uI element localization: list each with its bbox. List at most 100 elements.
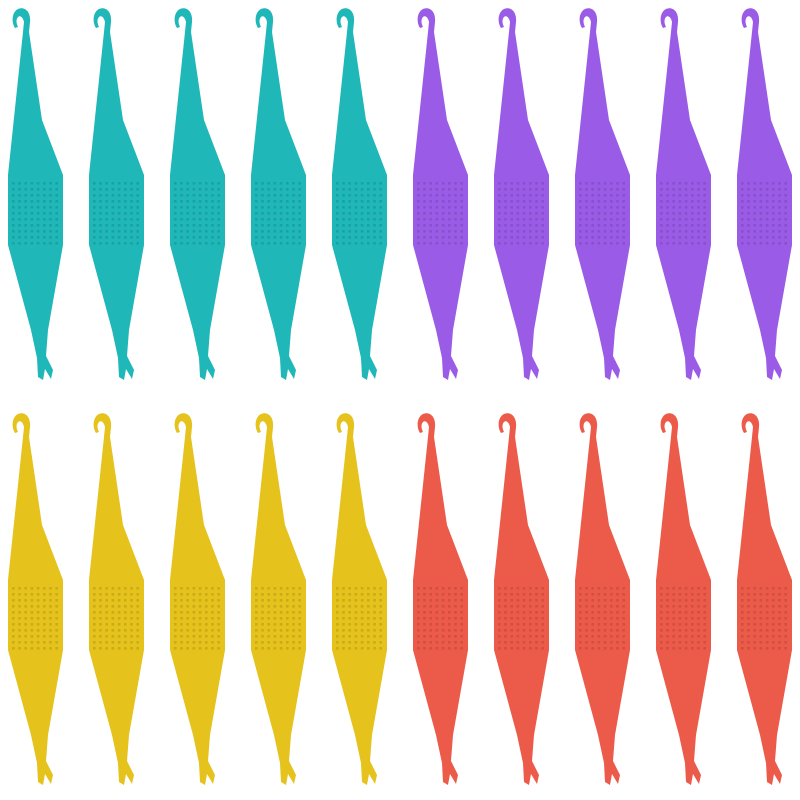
grip-dot [336, 218, 339, 221]
grip-dot [772, 224, 775, 227]
grip-dot [535, 611, 538, 614]
grip-dot [24, 605, 27, 608]
grip-dot [435, 641, 439, 644]
grip-dot [198, 623, 202, 626]
grip-dot [105, 635, 108, 638]
grip-dot [124, 623, 127, 626]
grip-dot [117, 194, 121, 197]
grip-dot [672, 611, 675, 614]
grip-dot [454, 242, 457, 245]
grip-dot [622, 218, 625, 221]
grip-dot [273, 236, 277, 239]
grip-dot [697, 605, 700, 608]
grip-dot [36, 212, 40, 215]
grip-dot [579, 587, 582, 590]
grip-dot [703, 587, 706, 590]
tool-body [8, 413, 63, 785]
grip-dot [510, 212, 513, 215]
grip-dot [93, 212, 96, 215]
grip-dot [579, 617, 582, 620]
grip-dot [180, 611, 183, 614]
grip-dot [684, 236, 688, 239]
grip-dot [423, 647, 426, 650]
grip-dot [360, 188, 364, 191]
grip-texture [579, 587, 625, 650]
grip-dot [591, 647, 594, 650]
grip-dot [753, 629, 756, 632]
grip-dot [117, 587, 121, 590]
grip-dot [279, 212, 283, 215]
grip-dot [585, 200, 588, 203]
grip-dot [36, 641, 40, 644]
grip-dot [417, 635, 420, 638]
grip-dot [741, 599, 744, 602]
grip-dot [367, 194, 370, 197]
grip-dot [417, 236, 420, 239]
grip-dot [18, 194, 21, 197]
grip-dot [441, 188, 445, 191]
grip-dot [498, 629, 501, 632]
grip-dot [448, 635, 451, 638]
grip-dot [460, 224, 463, 227]
grip-dot [217, 236, 220, 239]
grip-dot [174, 635, 177, 638]
grip-dot [279, 587, 283, 590]
grip-dot [441, 605, 445, 608]
grip-dot [348, 587, 351, 590]
grip-dot [666, 641, 669, 644]
grip-texture [741, 587, 787, 650]
elastic-placer-tool [575, 413, 630, 785]
grip-dot [684, 617, 688, 620]
grip-dot [703, 224, 706, 227]
grip-dot [504, 200, 507, 203]
grip-dot [186, 605, 189, 608]
grip-dot [360, 605, 364, 608]
grip-dot [217, 182, 220, 185]
grip-dot [360, 587, 364, 590]
grip-dot [741, 218, 744, 221]
grip-dot [666, 623, 669, 626]
grip-dot [522, 224, 526, 227]
grip-dot [379, 629, 382, 632]
grip-dot [616, 200, 619, 203]
grip-dot [610, 242, 613, 245]
grip-dot [180, 629, 183, 632]
grip-dot [211, 230, 214, 233]
grip-dot [591, 641, 594, 644]
grip-dot [423, 611, 426, 614]
grip-dot [18, 647, 21, 650]
grip-dot [217, 230, 220, 233]
grip-dot [429, 200, 432, 203]
grip-dot [198, 236, 202, 239]
grip-dot [522, 623, 526, 626]
grip-dot [441, 224, 445, 227]
grip-dot [616, 599, 619, 602]
grip-dot [93, 641, 96, 644]
grip-dot [267, 212, 270, 215]
grip-dot [597, 647, 601, 650]
grip-dot [136, 206, 139, 209]
grip-dot [379, 605, 382, 608]
grip-dot [273, 212, 277, 215]
grip-dot [117, 611, 121, 614]
grip-dot [747, 629, 750, 632]
grip-dot [448, 218, 451, 221]
grip-dot [348, 593, 351, 596]
grip-dot [360, 629, 364, 632]
grip-dot [610, 647, 613, 650]
grip-dot [55, 224, 58, 227]
grip-dot [510, 593, 513, 596]
grip-dot [541, 206, 544, 209]
grip-dot [603, 599, 607, 602]
grip-dot [198, 230, 202, 233]
grip-dot [660, 587, 663, 590]
grip-dot [379, 617, 382, 620]
grip-dot [522, 194, 526, 197]
grip-dot [298, 182, 301, 185]
elastic-placer-tool [737, 8, 792, 381]
grip-dot [684, 182, 688, 185]
grip-dot [678, 182, 682, 185]
grip-dot [18, 236, 21, 239]
grip-dot [448, 599, 451, 602]
grip-dot [441, 617, 445, 620]
